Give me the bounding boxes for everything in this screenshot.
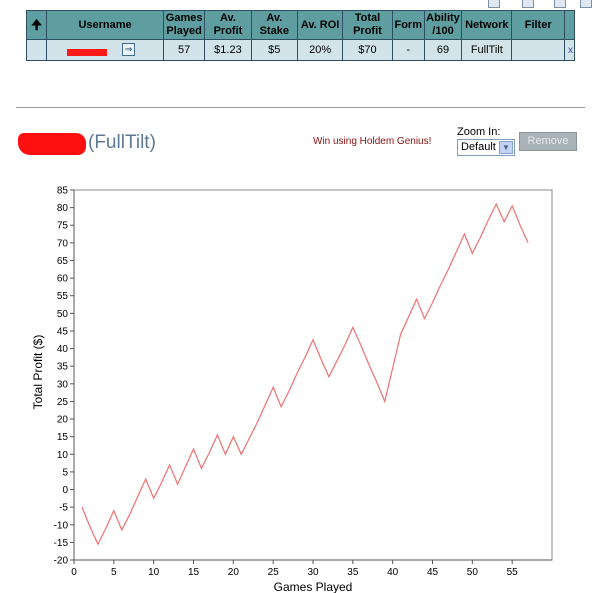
refresh-icon[interactable]	[554, 0, 566, 8]
y-tick-label: 30	[57, 379, 69, 390]
table-header-row: 🠉 Username Games Played Av. Profit Av. S…	[25, 10, 576, 40]
header-av-profit[interactable]: Av. Profit	[204, 10, 252, 40]
y-tick-label: 70	[57, 238, 69, 249]
cell-filter-remove: x	[563, 39, 576, 61]
x-tick-label: 55	[507, 567, 519, 578]
y-tick-label: -5	[59, 503, 68, 514]
header-av-stake[interactable]: Av. Stake	[250, 10, 298, 40]
y-tick-label: 65	[57, 256, 69, 267]
export-icon[interactable]	[488, 0, 500, 8]
table-row[interactable]: ⇒ 57 $1.23 $5 20% $70 - 69 FullTilt x	[25, 39, 576, 61]
x-tick-label: 50	[467, 567, 479, 578]
cell-av-stake: $5	[250, 39, 298, 61]
y-tick-label: 10	[57, 450, 69, 461]
redacted-username	[67, 49, 108, 56]
cell-av-profit: $1.23	[204, 39, 252, 61]
remove-filter-link[interactable]: x	[568, 44, 573, 56]
y-tick-label: 50	[57, 309, 69, 320]
y-tick-label: 75	[57, 221, 69, 232]
y-tick-label: 85	[57, 186, 69, 197]
y-tick-label: 15	[57, 432, 69, 443]
promo-link[interactable]: Win using Holdem Genius!	[313, 136, 432, 147]
y-tick-label: 25	[57, 397, 69, 408]
y-tick-label: 0	[62, 485, 68, 496]
y-tick-label: -10	[54, 520, 69, 531]
header-av-roi[interactable]: Av. ROI	[296, 10, 344, 40]
sort-arrow-icon[interactable]: 🠉	[25, 10, 48, 40]
x-tick-label: 40	[387, 567, 399, 578]
zoom-selected-value: Default	[461, 141, 496, 153]
y-tick-label: 20	[57, 415, 69, 426]
x-tick-label: 35	[347, 567, 359, 578]
x-tick-label: 10	[148, 567, 160, 578]
player-stats-table: 🠉 Username Games Played Av. Profit Av. S…	[25, 10, 576, 61]
y-tick-label: 45	[57, 326, 69, 337]
chart-ticks: -20-15-10-505101520253035404550556065707…	[54, 186, 519, 579]
header-username[interactable]: Username	[46, 10, 164, 40]
header-ability[interactable]: Ability /100	[423, 10, 463, 40]
cell-form: -	[391, 39, 425, 61]
y-tick-label: 35	[57, 362, 69, 373]
y-tick-label: -20	[54, 556, 69, 567]
y-tick-label: 5	[62, 467, 68, 478]
x-tick-label: 45	[427, 567, 439, 578]
x-tick-label: 30	[307, 567, 319, 578]
plot-area	[73, 189, 553, 561]
chart-series	[81, 202, 529, 546]
remove-button[interactable]: Remove	[519, 132, 577, 151]
header-total-profit[interactable]: Total Profit	[342, 10, 393, 40]
y-tick-label: 80	[57, 203, 69, 214]
cell-filter	[511, 39, 565, 61]
x-tick-label: 15	[188, 567, 200, 578]
series-line	[81, 202, 529, 546]
row-spacer	[25, 39, 48, 61]
redacted-player-name	[18, 133, 86, 155]
cell-total-profit: $70	[342, 39, 393, 61]
player-network-label: (FullTilt)	[88, 132, 156, 153]
y-axis-label: Total Profit ($)	[31, 335, 45, 410]
page-icon[interactable]	[522, 0, 534, 8]
y-tick-label: 40	[57, 344, 69, 355]
cell-games-played: 57	[162, 39, 206, 61]
chevron-down-icon[interactable]: ▼	[499, 141, 513, 154]
section-divider	[16, 107, 585, 108]
y-tick-label: -15	[54, 538, 69, 549]
cell-ability: 69	[423, 39, 463, 61]
x-tick-label: 25	[268, 567, 280, 578]
zoom-select[interactable]: Default ▼	[457, 139, 515, 156]
cell-network: FullTilt	[461, 39, 513, 61]
header-games-played[interactable]: Games Played	[162, 10, 206, 40]
header-network[interactable]: Network	[461, 10, 513, 40]
header-filter: Filter	[511, 10, 565, 40]
y-tick-label: 60	[57, 274, 69, 285]
username-cell[interactable]: ⇒	[46, 39, 164, 61]
x-axis-label: Games Played	[274, 580, 353, 593]
chart-axes	[73, 189, 553, 561]
x-tick-label: 20	[228, 567, 240, 578]
x-tick-label: 5	[111, 567, 117, 578]
cell-av-roi: 20%	[296, 39, 344, 61]
toolbar-icons	[480, 0, 600, 10]
player-details-icon[interactable]: ⇒	[121, 43, 135, 56]
zoom-label: Zoom In:	[457, 126, 501, 138]
profit-chart: -20-15-10-505101520253035404550556065707…	[31, 186, 553, 593]
popout-icon[interactable]	[580, 0, 592, 8]
header-spacer	[563, 10, 576, 40]
header-form[interactable]: Form	[391, 10, 425, 40]
x-tick-label: 0	[71, 567, 77, 578]
y-tick-label: 55	[57, 291, 69, 302]
